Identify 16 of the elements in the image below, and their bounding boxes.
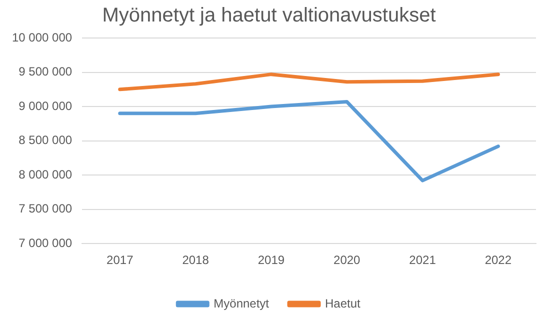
legend-label: Myönnetyt — [214, 296, 270, 310]
y-tick-label: 8 000 000 — [18, 167, 72, 182]
y-tick-label: 7 500 000 — [18, 202, 72, 216]
chart-title: Myönnetyt ja haetut valtionavustukset — [102, 4, 436, 27]
x-tick-label: 2018 — [182, 253, 210, 268]
y-tick-label: 10 000 000 — [12, 30, 72, 44]
y-tick-label: 8 500 000 — [18, 133, 72, 148]
y-tick-label: 7 000 000 — [18, 236, 72, 250]
y-tick-label: 9 000 000 — [18, 98, 72, 113]
x-tick-label: 2017 — [106, 253, 134, 268]
x-tick-label: 2021 — [409, 253, 436, 268]
x-tick-label: 2022 — [484, 253, 512, 268]
y-tick-label: 9 500 000 — [18, 64, 72, 79]
x-tick-label: 2020 — [334, 253, 361, 268]
x-tick-label: 2019 — [258, 253, 285, 268]
legend-label: Haetut — [325, 296, 362, 310]
